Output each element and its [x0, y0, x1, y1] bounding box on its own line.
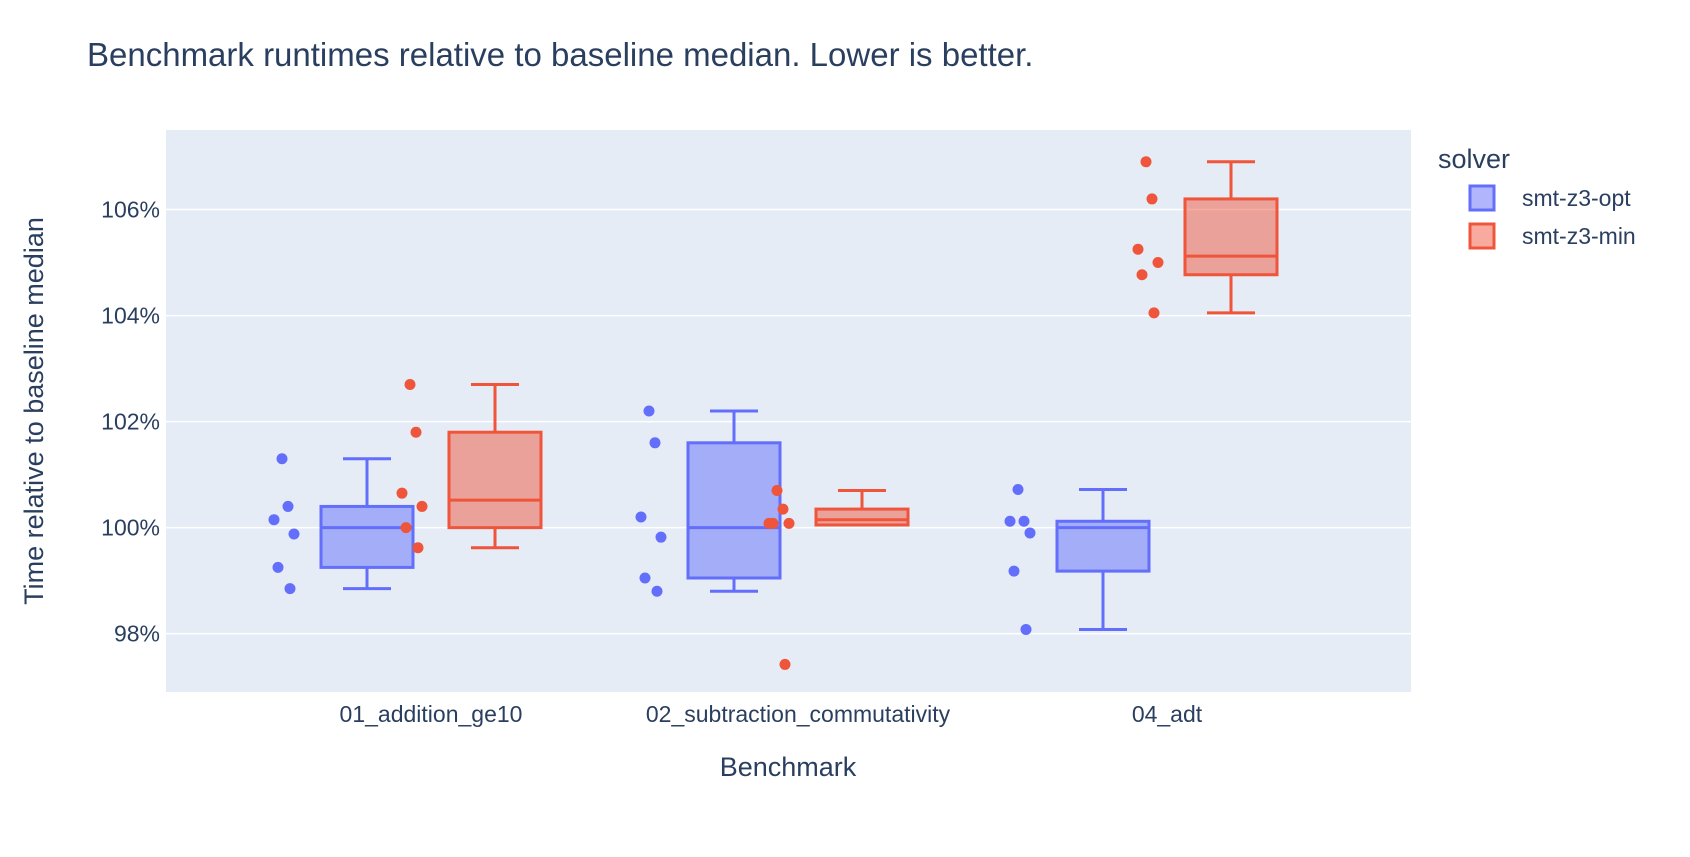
data-point[interactable] [1136, 269, 1148, 281]
data-point[interactable] [1024, 527, 1036, 539]
series-smt-z3-min [396, 156, 1279, 670]
data-point[interactable] [639, 572, 651, 584]
data-point[interactable] [777, 503, 789, 515]
data-point[interactable] [268, 514, 280, 526]
box-smt-z3-opt-02_subtraction_commutativity[interactable] [635, 405, 782, 597]
iqr-box [814, 507, 910, 527]
data-point[interactable] [288, 528, 300, 540]
data-point[interactable] [272, 561, 284, 573]
legend-item-smt-z3-opt[interactable]: smt-z3-opt [1468, 184, 1631, 212]
legend-label: smt-z3-opt [1522, 185, 1631, 211]
data-point[interactable] [643, 405, 655, 417]
iqr-box [1055, 519, 1151, 573]
y-tick-label: 100% [101, 515, 160, 541]
box-smt-z3-min-04_adt[interactable] [1132, 156, 1279, 319]
iqr-box [447, 430, 543, 530]
data-point[interactable] [1148, 307, 1160, 319]
legend-label: smt-z3-min [1522, 223, 1636, 249]
data-point[interactable] [1012, 483, 1024, 495]
data-point[interactable] [651, 585, 663, 597]
data-point[interactable] [1020, 623, 1032, 635]
legend: solver smt-z3-opt smt-z3-min [1438, 144, 1636, 250]
data-point[interactable] [1146, 193, 1158, 205]
x-axis-ticks: 01_addition_ge10 02_subtraction_commutati… [340, 701, 1203, 727]
chart-title: Benchmark runtimes relative to baseline … [87, 36, 1033, 73]
iqr-box [319, 504, 415, 569]
data-point[interactable] [1008, 565, 1020, 577]
legend-item-smt-z3-min[interactable]: smt-z3-min [1468, 222, 1636, 250]
data-point[interactable] [276, 453, 288, 465]
series-smt-z3-opt [268, 405, 1151, 635]
iqr-box [1183, 197, 1279, 277]
legend-swatch [1468, 184, 1496, 212]
data-point[interactable] [1152, 257, 1164, 269]
data-point[interactable] [412, 542, 424, 554]
y-tick-label: 106% [101, 197, 160, 223]
legend-swatch [1468, 222, 1496, 250]
data-point[interactable] [1140, 156, 1152, 168]
iqr-box [686, 441, 782, 580]
data-point[interactable] [410, 426, 422, 438]
y-tick-label: 102% [101, 409, 160, 435]
box-smt-z3-opt-04_adt[interactable] [1004, 483, 1151, 635]
data-point[interactable] [767, 517, 779, 529]
data-point[interactable] [783, 517, 795, 529]
data-point[interactable] [635, 511, 647, 523]
y-tick-label: 104% [101, 303, 160, 329]
data-point[interactable] [1018, 515, 1030, 527]
y-tick-label: 98% [114, 621, 160, 647]
data-point[interactable] [400, 522, 412, 534]
y-axis-title: Time relative to baseline median [19, 217, 49, 605]
data-point[interactable] [404, 378, 416, 390]
x-axis-title: Benchmark [720, 752, 857, 782]
data-series [268, 156, 1279, 670]
x-tick-label: 04_adt [1132, 701, 1203, 727]
data-point[interactable] [1004, 515, 1016, 527]
data-point[interactable] [655, 531, 667, 543]
box-smt-z3-min-01_addition_ge10[interactable] [396, 378, 543, 554]
data-point[interactable] [284, 583, 296, 595]
box-smt-z3-opt-01_addition_ge10[interactable] [268, 453, 415, 595]
data-point[interactable] [779, 658, 791, 670]
box-smt-z3-min-02_subtraction_commutativity[interactable] [763, 485, 910, 670]
data-point[interactable] [771, 485, 783, 497]
x-tick-label: 01_addition_ge10 [340, 701, 523, 727]
data-point[interactable] [282, 500, 294, 512]
x-tick-label: 02_subtraction_commutativity [646, 701, 951, 727]
legend-items: smt-z3-opt smt-z3-min [1468, 184, 1636, 250]
data-point[interactable] [416, 500, 428, 512]
data-point[interactable] [649, 437, 661, 449]
legend-title: solver [1438, 144, 1510, 174]
data-point[interactable] [1132, 243, 1144, 255]
data-point[interactable] [396, 487, 408, 499]
y-axis-ticks: 98% 100% 102% 104% 106% [101, 197, 160, 647]
